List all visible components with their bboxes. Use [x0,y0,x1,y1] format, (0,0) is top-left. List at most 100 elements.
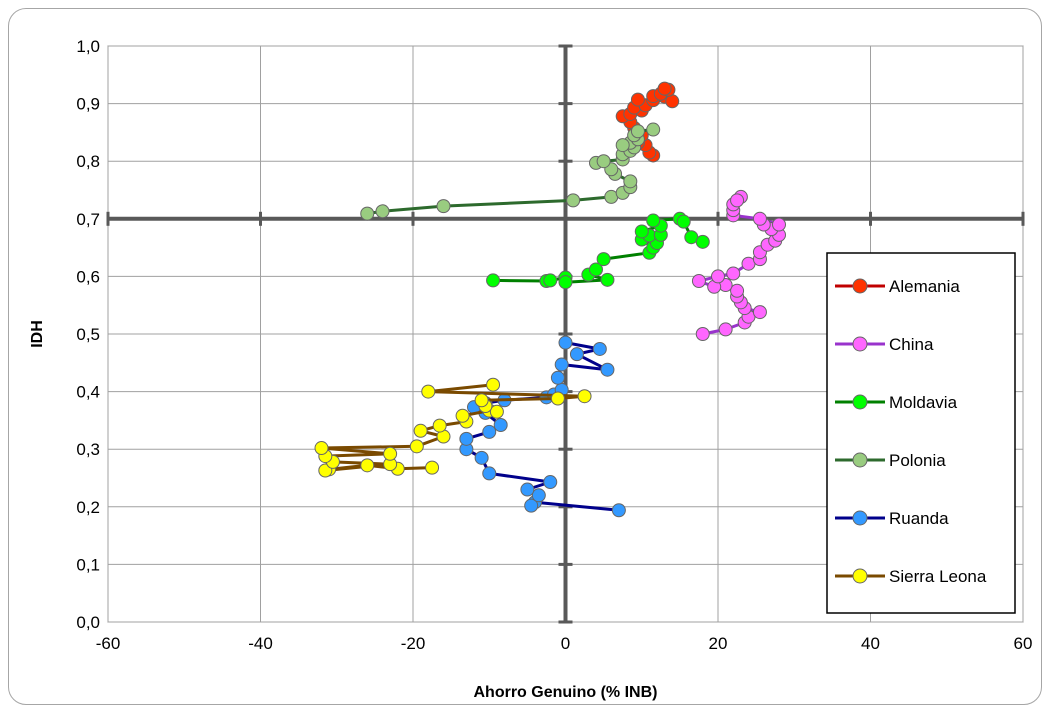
x-tick-label: -40 [248,634,273,653]
y-tick-label: 0,6 [76,267,100,286]
data-point-moldavia [634,224,649,239]
data-point-ruanda [550,370,565,385]
data-point-moldavia [676,214,691,229]
data-point-sierra-leona [474,393,489,408]
data-point-china [752,211,767,226]
data-point-sierra-leona [432,418,447,433]
data-point-sierra-leona [577,389,592,404]
data-point-ruanda [558,335,573,350]
data-point-china [691,274,706,289]
legend-item-alemania: Alemania [835,277,960,296]
legend-label-alemania: Alemania [889,277,960,296]
x-tick-label: 60 [1014,634,1033,653]
series-ruanda [459,335,626,518]
data-point-ruanda [459,431,474,446]
data-point-ruanda [493,418,508,433]
data-point-polonia [436,199,451,214]
y-tick-label: 1,0 [76,37,100,56]
legend-label-sierra-leona: Sierra Leona [889,567,987,586]
data-point-polonia [623,174,638,189]
data-point-ruanda [520,482,535,497]
legend-item-ruanda: Ruanda [835,509,949,528]
legend-label-china: China [889,335,934,354]
y-tick-label: 0,0 [76,613,100,632]
y-tick-label: 0,3 [76,440,100,459]
data-point-polonia [646,122,661,137]
legend-item-china: China [835,335,934,354]
data-point-polonia [360,206,375,221]
x-tick-label: 40 [861,634,880,653]
legend-label-moldavia: Moldavia [889,393,958,412]
data-point-sierra-leona [455,408,470,423]
data-point-ruanda [600,362,615,377]
y-axis-title: IDH [29,320,46,348]
data-point-sierra-leona [486,377,501,392]
data-point-ruanda [611,503,626,518]
data-point-ruanda [482,466,497,481]
y-tick-label: 0,5 [76,325,100,344]
series-china [691,189,786,341]
data-point-polonia [615,138,630,153]
legend-item-sierra-leona: Sierra Leona [835,567,987,586]
data-point-sierra-leona [413,423,428,438]
data-point-polonia [596,154,611,169]
x-axis-title: Ahorro Genuino (% INB) [474,684,658,701]
series-layer [314,81,786,518]
data-point-ruanda [592,341,607,356]
legend-box [826,252,1016,614]
x-tick-label: 0 [561,634,570,653]
y-tick-label: 0,1 [76,555,100,574]
data-point-sierra-leona [409,439,424,454]
data-point-sierra-leona [360,458,375,473]
data-point-ruanda [554,357,569,372]
legend-marker-polonia [852,452,868,468]
series-polonia [360,122,661,221]
data-point-moldavia [543,273,558,288]
data-point-ruanda [569,347,584,362]
data-point-ruanda [531,488,546,503]
data-point-moldavia [596,252,611,267]
data-point-moldavia [695,234,710,249]
data-point-moldavia [558,275,573,290]
data-point-sierra-leona [314,441,329,456]
legend-marker-moldavia [852,394,868,410]
data-point-sierra-leona [550,391,565,406]
data-point-polonia [566,193,581,208]
data-point-sierra-leona [489,404,504,419]
data-point-moldavia [486,273,501,288]
y-tick-label: 0,9 [76,95,100,114]
x-tick-label: 20 [709,634,728,653]
data-point-china [718,322,733,337]
tick-labels: -60 -40 -20 0 20 40 60 0,0 0,1 0,2 0,3 0,4 0,5 0,6 0,7… [76,37,1032,653]
data-point-polonia [630,124,645,139]
y-tick-label: 0,4 [76,383,100,402]
data-point-ruanda [524,498,539,513]
data-point-sierra-leona [383,446,398,461]
legend-marker-alemania [852,278,868,294]
data-point-china [711,269,725,284]
data-point-china [772,217,786,232]
data-point-alemania [665,94,680,109]
data-point-china [726,266,741,281]
y-tick-label: 0,8 [76,152,100,171]
x-tick-label: -60 [96,634,121,653]
data-point-ruanda [543,475,558,490]
legend-marker-ruanda [852,510,868,526]
data-point-china [752,305,767,320]
data-point-sierra-leona [425,460,440,475]
data-point-moldavia [646,213,661,228]
series-line-sierra-leona [320,383,587,472]
y-tick-label: 0,7 [76,210,100,229]
legend-label-polonia: Polonia [889,451,946,470]
data-point-china [730,193,745,208]
legend-item-polonia: Polonia [835,451,946,470]
legend: Alemania China Moldavia Polonia Ruanda Sierra… [826,252,1016,614]
legend-marker-sierra-leona [852,568,868,584]
legend-marker-china [852,336,868,352]
data-point-moldavia [589,262,603,277]
data-point-ruanda [482,424,497,439]
data-point-alemania [630,92,645,107]
data-point-polonia [375,204,390,219]
data-point-alemania [657,81,672,96]
data-point-ruanda [474,450,489,465]
